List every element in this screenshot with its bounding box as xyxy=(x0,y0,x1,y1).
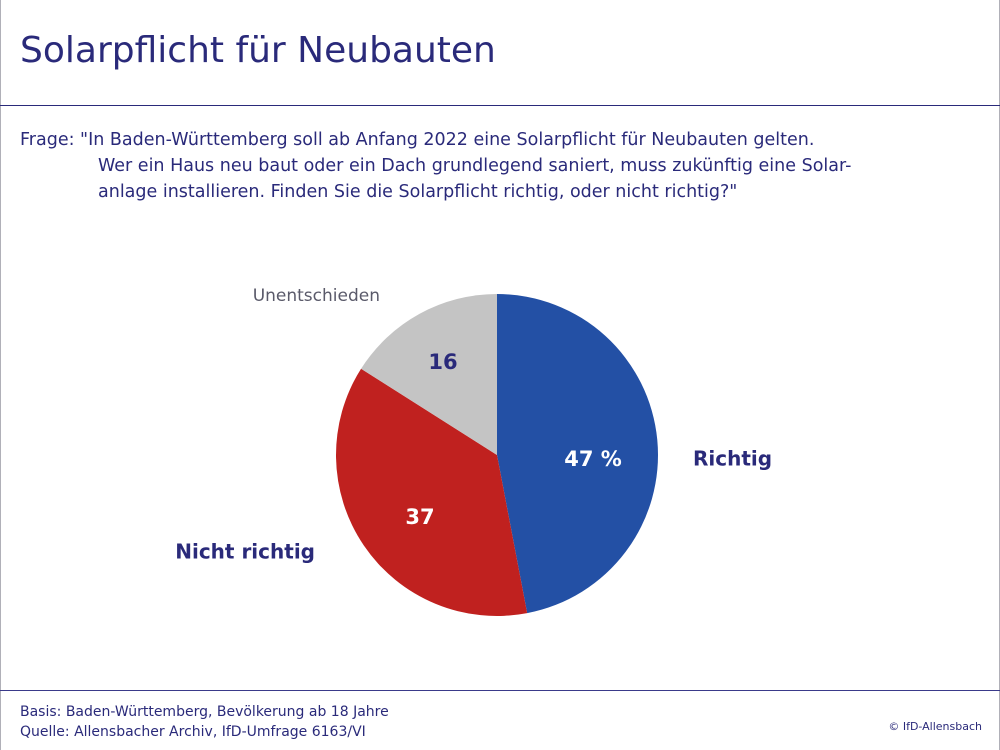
category-label-richtig: Richtig xyxy=(693,447,772,471)
category-label-nicht-richtig: Nicht richtig xyxy=(175,540,315,564)
footer-source: Quelle: Allensbacher Archiv, IfD-Umfrage… xyxy=(20,724,366,740)
value-label-unentschieden: 16 xyxy=(428,350,457,374)
pie-slice-richtig xyxy=(497,294,659,614)
value-label-richtig: 47 % xyxy=(564,447,622,471)
footer-divider xyxy=(0,690,1000,691)
copyright: © IfD-Allensbach xyxy=(888,720,982,733)
question-line-2: Wer ein Haus neu baut oder ein Dach grun… xyxy=(98,156,852,176)
category-label-unentschieden: Unentschieden xyxy=(253,286,380,306)
header-divider xyxy=(0,105,1000,106)
footer-basis: Basis: Baden-Württemberg, Bevölkerung ab… xyxy=(20,704,389,720)
page-title: Solarpflicht für Neubauten xyxy=(20,30,496,71)
pie-slice-nicht-richtig xyxy=(335,368,528,616)
value-label-nicht-richtig: 37 xyxy=(405,505,434,529)
question-line-1: Frage: "In Baden-Württemberg soll ab Anf… xyxy=(20,130,815,150)
question-line-3: anlage installieren. Finden Sie die Sola… xyxy=(98,182,738,202)
question-text: Frage: "In Baden-Württemberg soll ab Anf… xyxy=(20,127,980,205)
pie-slice-unentschieden xyxy=(361,294,497,455)
footer: Basis: Baden-Württemberg, Bevölkerung ab… xyxy=(20,702,389,742)
